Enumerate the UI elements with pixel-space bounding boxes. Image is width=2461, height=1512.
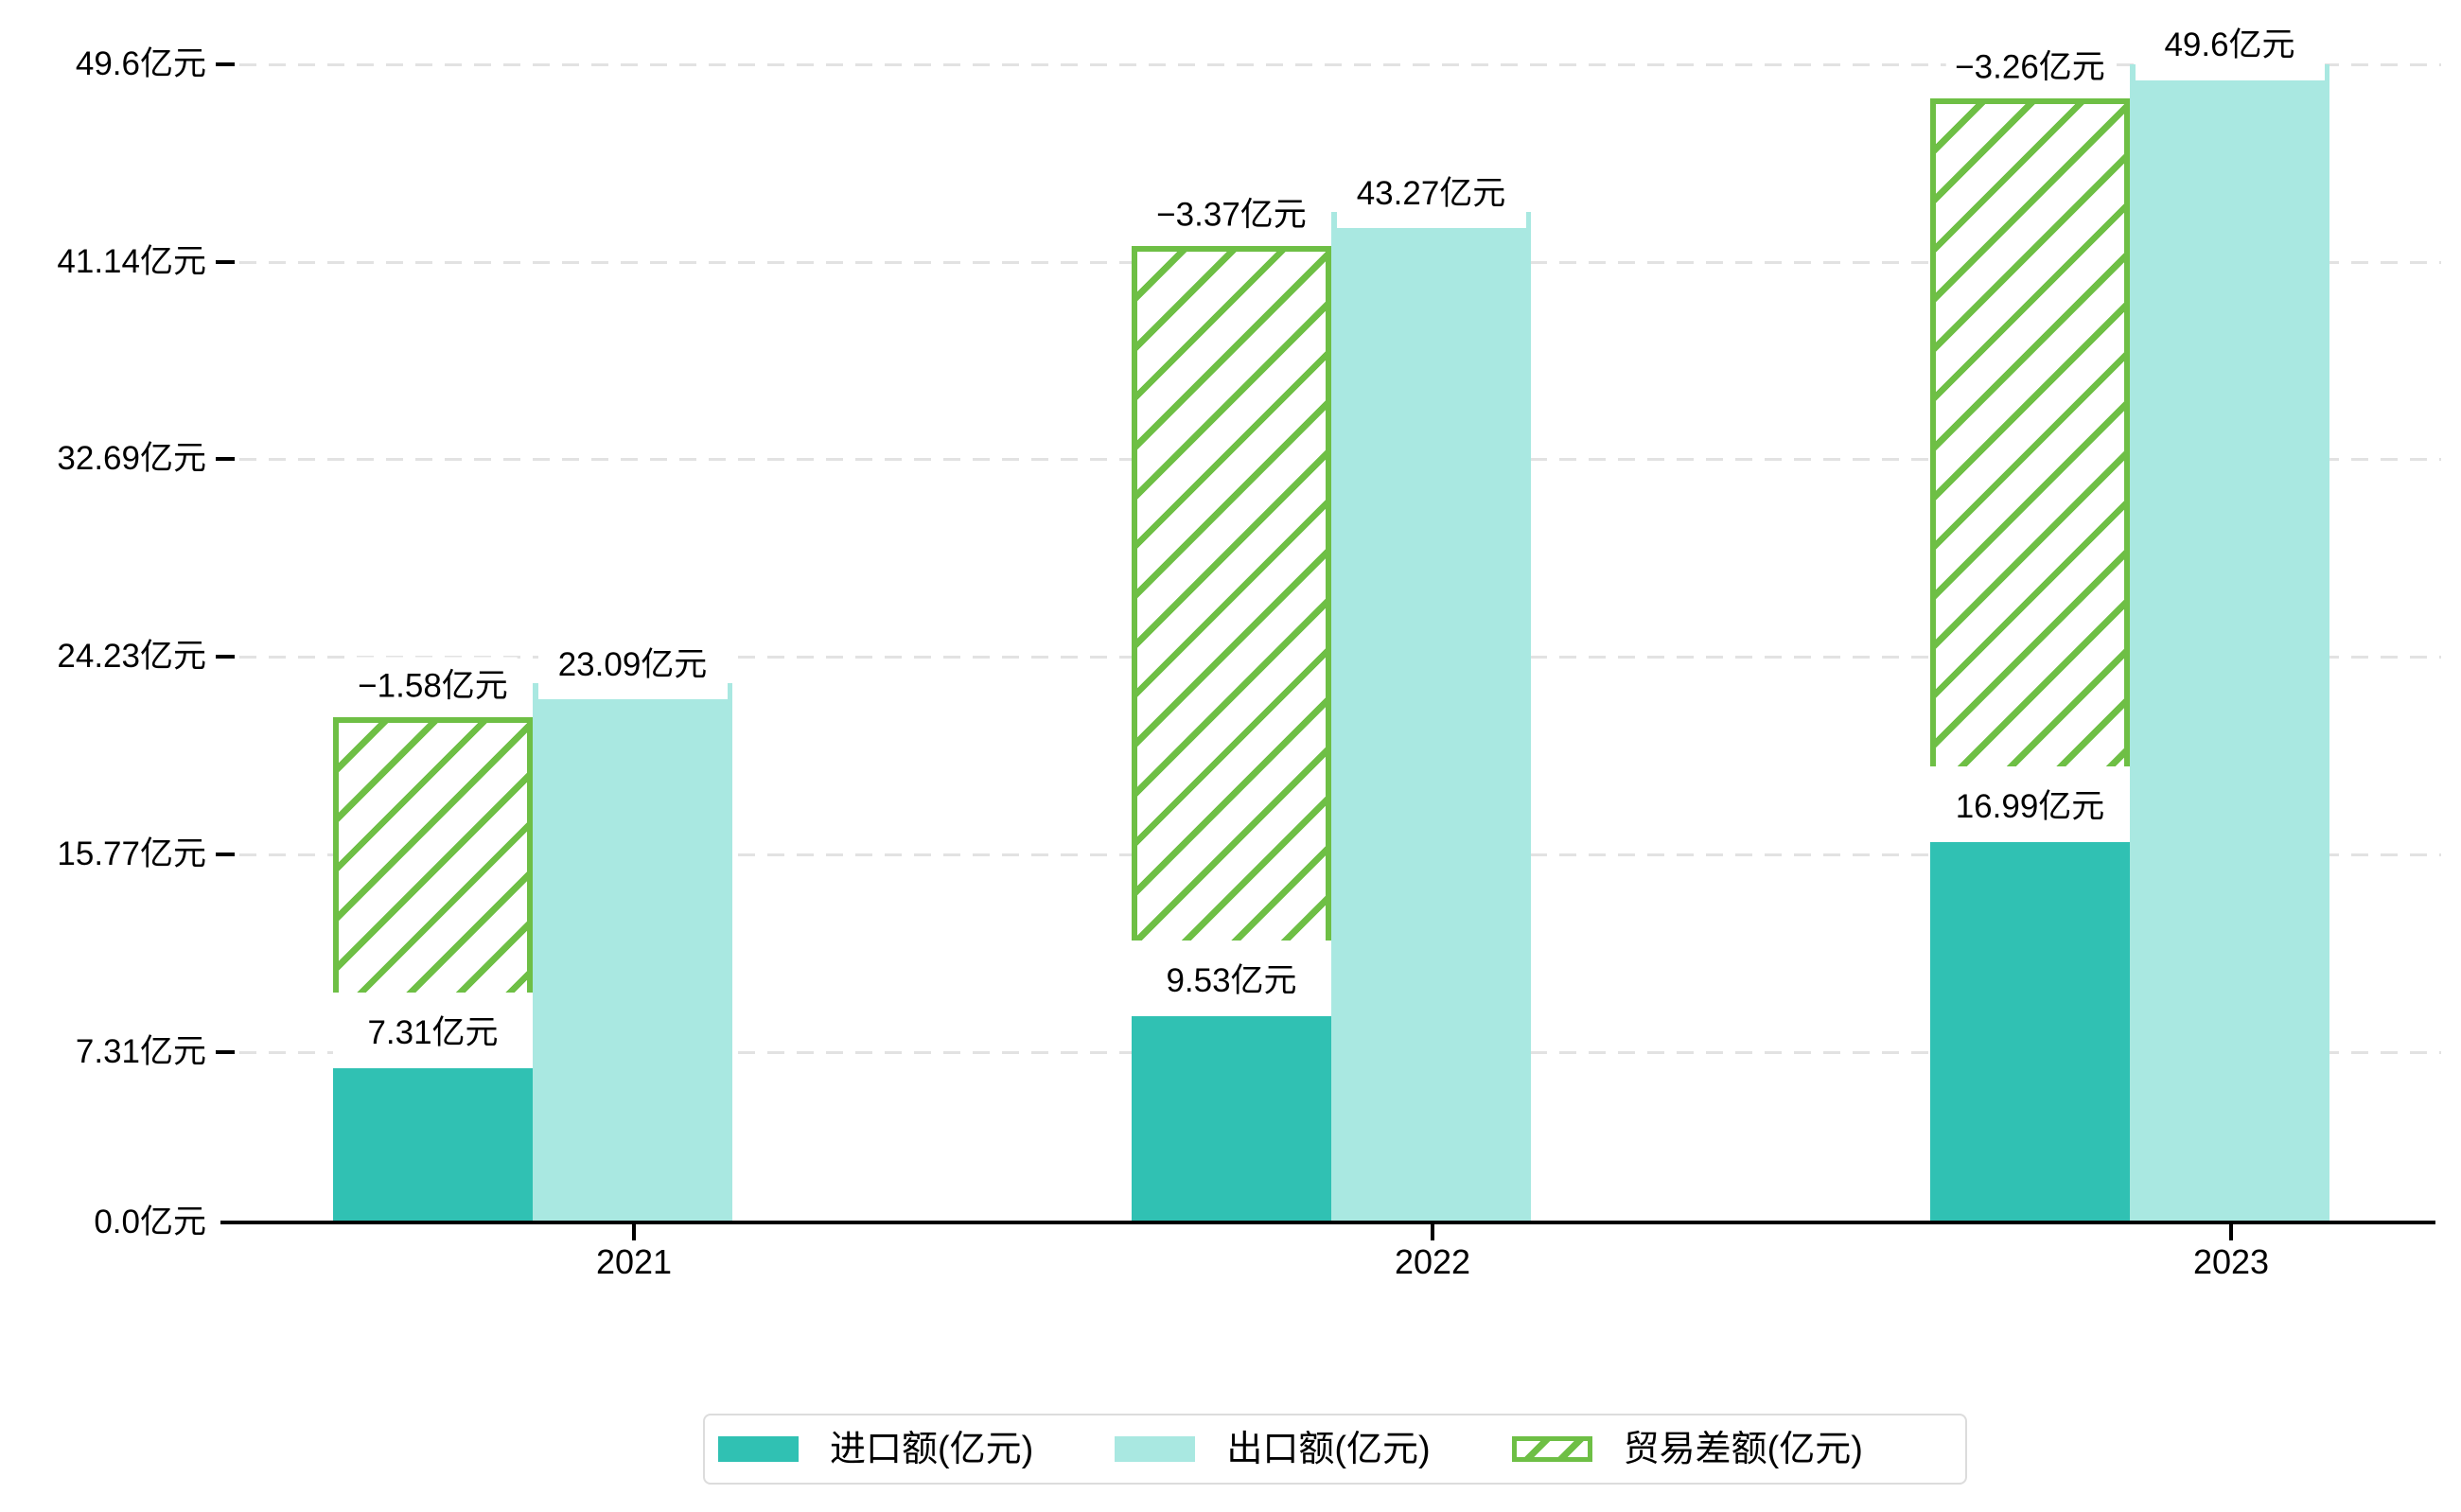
x-axis-tick [1431, 1224, 1434, 1240]
y-axis-label: 24.23亿元 [57, 638, 206, 675]
y-axis-label: 7.31亿元 [75, 1032, 206, 1070]
legend-item-export[interactable]: 出口额(亿元) [1115, 1429, 1431, 1470]
export-bar[interactable] [533, 683, 732, 1222]
y-axis-tick [216, 457, 235, 462]
gridline [239, 62, 2441, 66]
legend-label-export: 出口额(亿元) [1226, 1429, 1431, 1469]
import-value-label: 16.99亿元 [1930, 765, 2130, 842]
export-value-label: 49.6亿元 [2135, 4, 2325, 80]
x-axis-tick [632, 1224, 636, 1240]
legend-item-import[interactable]: 进口额(亿元) [718, 1429, 1033, 1470]
x-axis-label: 2021 [595, 1242, 673, 1281]
x-axis-label: 2023 [2192, 1242, 2270, 1281]
trade-diff-value-label: −3.26亿元 [1945, 38, 2115, 91]
import-value-label: 9.53亿元 [1132, 940, 1331, 1016]
trade-diff-value-label: −1.58亿元 [348, 657, 518, 710]
import-bar[interactable] [1132, 999, 1331, 1222]
trade-diff-bar[interactable] [1930, 97, 2130, 826]
x-axis-label: 2022 [1394, 1242, 1471, 1281]
chart-legend: 进口额(亿元) 出口额(亿元) 贸易差额(亿元) [703, 1414, 1967, 1485]
import-bar[interactable] [1930, 825, 2130, 1222]
y-axis-label: 49.6亿元 [75, 44, 206, 82]
export-bar[interactable] [1331, 212, 1531, 1222]
y-axis-label: 15.77亿元 [57, 835, 206, 872]
export-swatch-icon [1115, 1436, 1196, 1462]
trade-diff-bar[interactable] [1132, 246, 1331, 1000]
legend-label-trade-diff: 贸易差额(亿元) [1623, 1429, 1863, 1469]
trade-diff-swatch-icon [1511, 1436, 1592, 1462]
trade-diff-value-label: −3.37亿元 [1147, 185, 1316, 238]
x-axis-tick [2229, 1224, 2233, 1240]
import-swatch-icon [718, 1436, 799, 1462]
legend-item-trade-diff[interactable]: 贸易差额(亿元) [1511, 1429, 1863, 1470]
import-bar[interactable] [333, 1051, 533, 1222]
y-axis-tick [216, 62, 235, 66]
x-axis-line [220, 1221, 2435, 1224]
import-value-label: 7.31亿元 [333, 992, 533, 1068]
export-value-label: 23.09亿元 [537, 624, 728, 700]
y-axis-label: 41.14亿元 [57, 242, 206, 280]
export-value-label: 43.27亿元 [1336, 152, 1526, 229]
y-axis-label: 0.0亿元 [94, 1204, 206, 1240]
y-axis-tick [216, 852, 235, 856]
export-bar[interactable] [2130, 63, 2329, 1222]
y-axis-label: 32.69亿元 [57, 440, 206, 478]
y-axis-tick [216, 259, 235, 264]
y-axis-tick [216, 1049, 235, 1054]
legend-label-import: 进口额(亿元) [830, 1429, 1034, 1469]
y-axis-tick [216, 655, 235, 659]
